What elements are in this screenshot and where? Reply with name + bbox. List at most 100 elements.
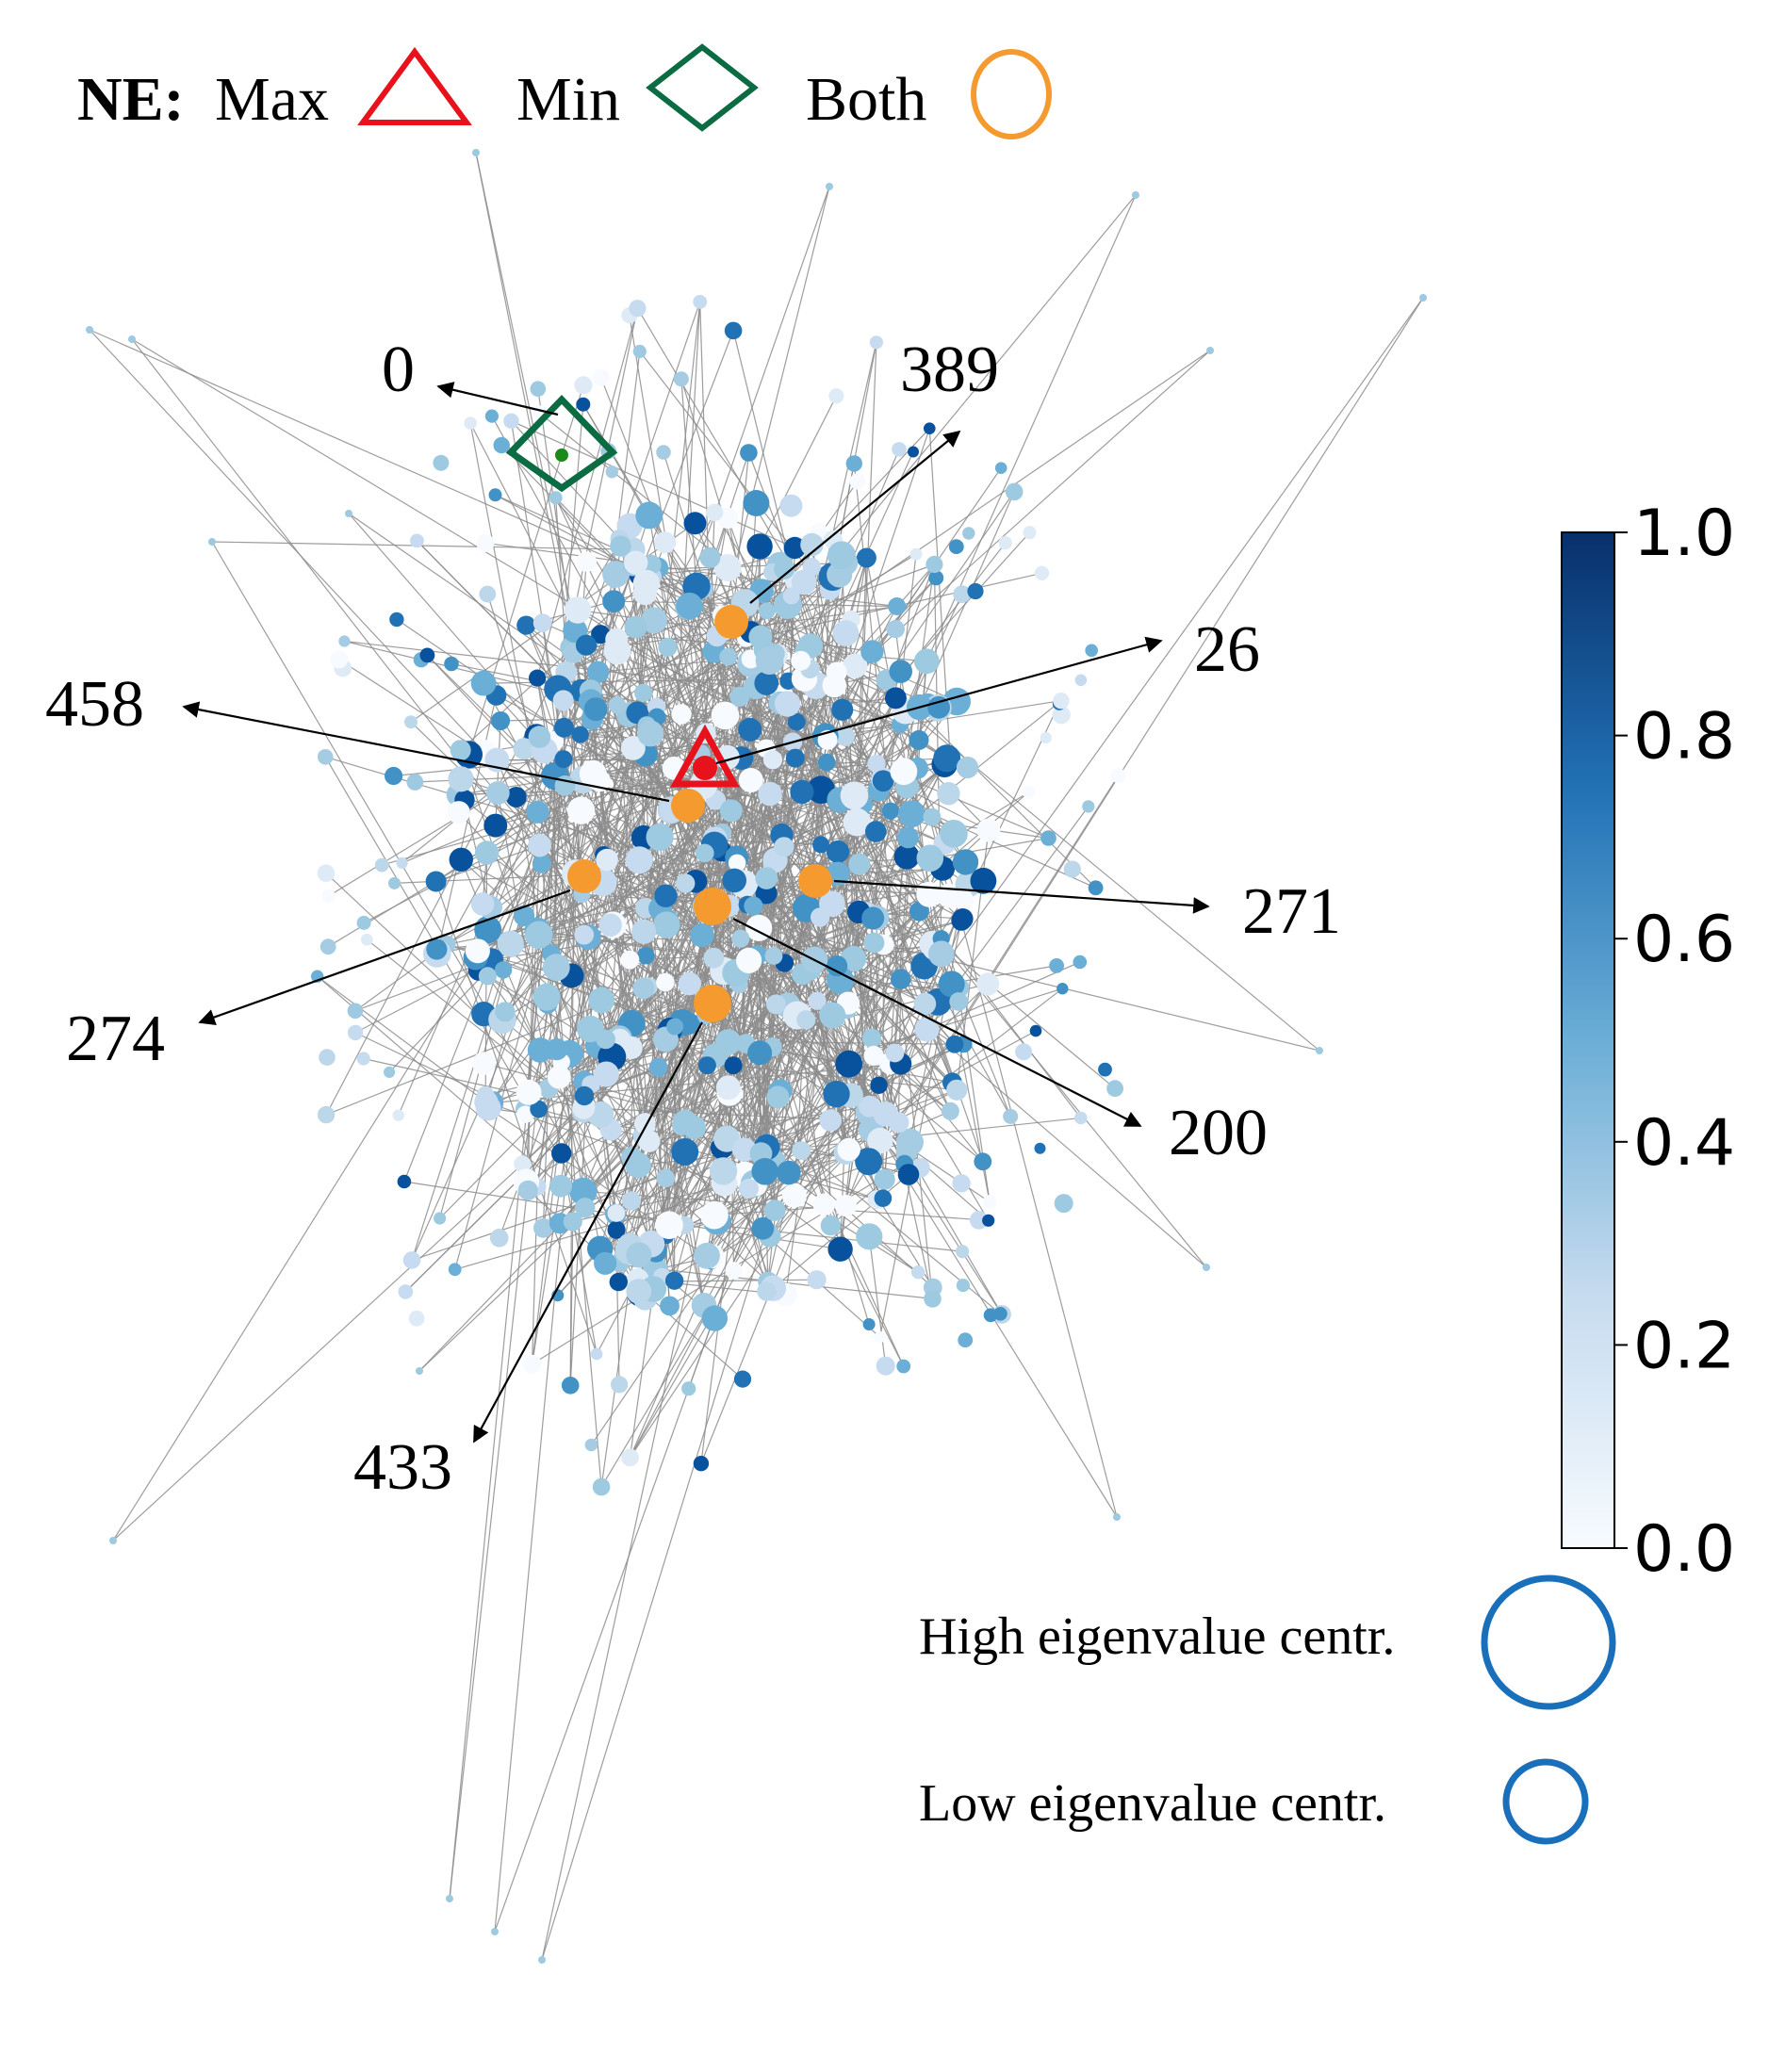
network-node <box>856 1223 883 1250</box>
network-node <box>605 628 629 651</box>
network-node <box>874 1168 895 1190</box>
network-node <box>826 954 848 977</box>
edge <box>457 793 582 895</box>
network-node <box>607 1220 626 1239</box>
network-node <box>800 532 824 557</box>
edge <box>602 564 781 883</box>
edge <box>495 494 958 703</box>
network-node <box>1015 1043 1033 1061</box>
network-node <box>1003 1108 1019 1124</box>
network-node <box>696 843 714 863</box>
network-node <box>754 671 778 695</box>
network-node <box>715 1075 741 1101</box>
network-node <box>697 1056 716 1075</box>
network-node <box>563 1212 582 1232</box>
network-node <box>388 876 401 889</box>
network-node <box>592 1477 611 1496</box>
edge <box>739 696 838 1095</box>
network-node <box>673 371 689 387</box>
network-node <box>464 416 477 430</box>
edge <box>495 720 501 826</box>
node-271 <box>798 864 832 898</box>
network-node <box>787 712 806 731</box>
network-node <box>1106 1080 1123 1098</box>
network-node <box>517 1180 538 1200</box>
network-node <box>602 561 630 588</box>
network-node <box>636 946 655 965</box>
network-node <box>574 924 595 945</box>
network-node <box>484 409 500 423</box>
network-node <box>724 1056 743 1075</box>
network-node <box>621 1448 639 1467</box>
network-node <box>819 1002 846 1029</box>
network-node <box>790 779 814 805</box>
network-node <box>449 847 473 872</box>
network-node <box>843 653 868 678</box>
edge <box>599 576 652 1115</box>
network-node <box>1073 954 1088 970</box>
network-node <box>554 717 574 738</box>
edge <box>844 491 1015 737</box>
network-node <box>425 871 447 892</box>
ne-legend: NE: Max Min Both <box>77 43 1052 139</box>
edge <box>671 809 713 997</box>
edge <box>703 910 920 1306</box>
arrow-433 <box>473 1021 703 1444</box>
network-node <box>701 1305 728 1331</box>
edge <box>494 911 860 1933</box>
network-node <box>714 1029 742 1055</box>
network-node <box>629 300 647 318</box>
network-node <box>872 770 894 792</box>
network-node <box>656 972 675 992</box>
network-node <box>953 585 972 603</box>
label-node-271: 271 <box>1242 875 1341 948</box>
network-node <box>611 1376 629 1394</box>
edge <box>581 186 830 895</box>
network-node <box>598 913 622 938</box>
network-node <box>914 1017 940 1042</box>
network-node <box>897 1164 920 1185</box>
annotation-arrows <box>182 382 1210 1444</box>
network-node <box>820 1215 842 1236</box>
network-node <box>384 1066 396 1078</box>
network-node <box>738 717 762 742</box>
network-node <box>646 823 674 852</box>
network-node <box>317 864 336 882</box>
colorbar: 0.0 0.2 0.4 0.6 0.8 1.0 <box>1561 497 1735 1587</box>
network-node <box>450 740 471 761</box>
colorbar-tick-label: 0.2 <box>1633 1309 1735 1383</box>
network-node <box>896 1128 924 1156</box>
network-node <box>625 846 653 874</box>
edge <box>449 727 565 1900</box>
network-node <box>849 473 866 490</box>
network-node <box>856 547 876 568</box>
node-458 <box>671 789 705 823</box>
size-legend-low-circle-icon <box>1502 1758 1589 1845</box>
network-node <box>774 691 801 717</box>
network-node <box>858 1152 876 1171</box>
network-node <box>671 704 692 725</box>
network-node <box>983 1308 998 1323</box>
edge <box>348 513 565 760</box>
network-node <box>952 1174 971 1193</box>
network-node <box>1082 800 1095 813</box>
legend-both-circle-icon <box>971 49 1052 139</box>
edge <box>363 1057 584 1109</box>
edge <box>532 567 659 1364</box>
network-node <box>426 938 448 960</box>
network-node <box>621 736 646 760</box>
network-node <box>892 442 907 457</box>
network-node <box>937 782 960 806</box>
network-node <box>982 1214 995 1227</box>
network-nodes <box>86 149 1427 1964</box>
network-node <box>791 650 811 671</box>
network-node <box>419 647 435 663</box>
network-node <box>731 929 750 948</box>
network-node <box>448 1263 462 1277</box>
network-node <box>822 673 847 698</box>
network-node <box>593 1061 619 1087</box>
network-node <box>448 766 474 792</box>
network-node <box>634 683 653 702</box>
edge <box>879 884 969 1338</box>
